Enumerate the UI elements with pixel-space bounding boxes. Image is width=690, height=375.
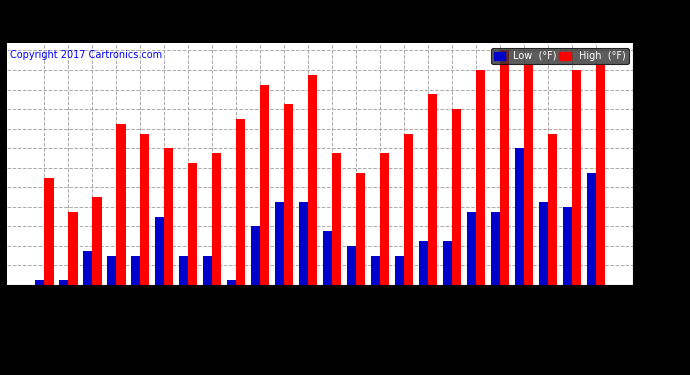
Bar xyxy=(467,212,476,285)
Bar xyxy=(332,153,342,285)
Bar xyxy=(443,241,452,285)
Bar xyxy=(179,256,188,285)
Bar xyxy=(275,202,284,285)
Bar xyxy=(213,153,221,285)
Bar xyxy=(299,202,308,285)
Bar xyxy=(308,75,317,285)
Bar xyxy=(586,172,596,285)
Bar xyxy=(491,212,500,285)
Bar xyxy=(419,241,428,285)
Bar xyxy=(164,148,173,285)
Bar xyxy=(83,251,92,285)
Bar xyxy=(515,148,524,285)
Bar xyxy=(236,119,246,285)
Bar xyxy=(476,70,485,285)
Bar xyxy=(563,207,572,285)
Bar xyxy=(107,256,117,285)
Bar xyxy=(524,65,533,285)
Bar xyxy=(251,226,260,285)
Legend: Low  (°F), High  (°F): Low (°F), High (°F) xyxy=(491,48,629,64)
Bar xyxy=(404,134,413,285)
Bar xyxy=(68,212,77,285)
Bar xyxy=(323,231,332,285)
Bar xyxy=(356,172,365,285)
Bar xyxy=(395,256,404,285)
Bar xyxy=(140,134,150,285)
Bar xyxy=(117,124,126,285)
Bar xyxy=(539,202,548,285)
Bar xyxy=(596,65,605,285)
Text: Copyright 2017 Cartronics.com: Copyright 2017 Cartronics.com xyxy=(10,50,162,60)
Bar xyxy=(44,177,54,285)
Bar xyxy=(500,51,509,285)
Bar xyxy=(380,153,389,285)
Bar xyxy=(284,104,293,285)
Bar xyxy=(203,256,213,285)
Bar xyxy=(227,280,236,285)
Bar xyxy=(347,246,356,285)
Bar xyxy=(155,217,164,285)
Bar xyxy=(188,163,197,285)
Bar xyxy=(35,280,44,285)
Bar xyxy=(548,134,557,285)
Bar xyxy=(452,109,461,285)
Bar xyxy=(428,94,437,285)
Bar xyxy=(92,197,101,285)
Bar xyxy=(371,256,380,285)
Bar xyxy=(260,85,269,285)
Title: Outdoor Temperature Daily High/Low 20170616: Outdoor Temperature Daily High/Low 20170… xyxy=(116,26,524,40)
Bar xyxy=(59,280,68,285)
Bar xyxy=(131,256,140,285)
Bar xyxy=(572,70,581,285)
